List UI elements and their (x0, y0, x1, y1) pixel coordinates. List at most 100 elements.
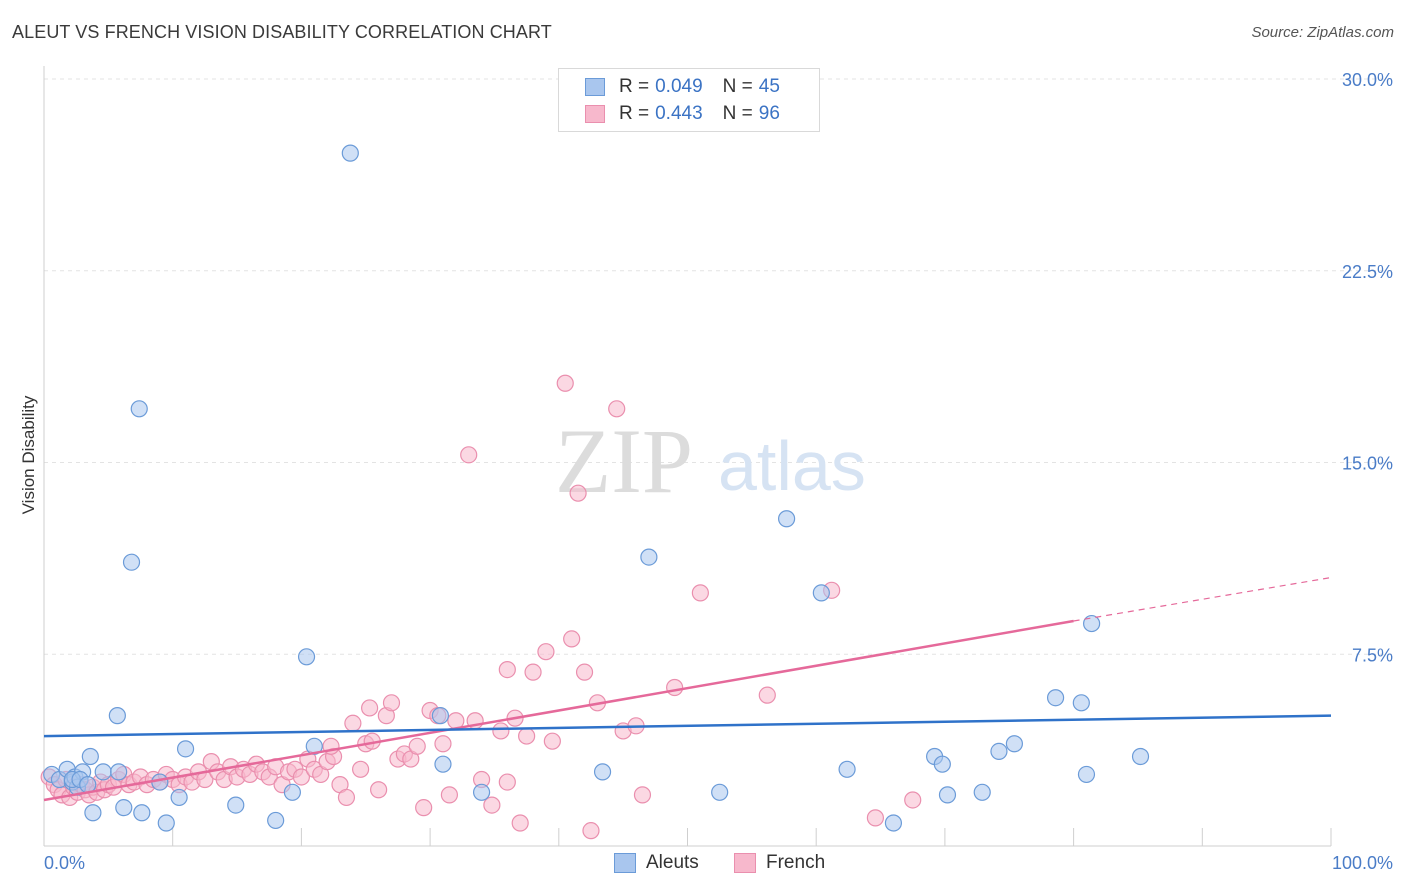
data-point-aleuts (1083, 614, 1101, 633)
legend: R = 0.049 N = 45 R = 0.443 N = 96 (558, 68, 820, 132)
data-point-french (866, 809, 885, 827)
bottom-legend-label-aleuts: Aleuts (646, 852, 699, 873)
data-point-french (691, 584, 709, 602)
data-point-french (556, 374, 574, 392)
data-point-aleuts (297, 648, 316, 666)
bottom-legend-aleuts: Aleuts (614, 852, 699, 874)
legend-r-value: 0.049 (655, 76, 703, 97)
data-point-french (361, 699, 379, 717)
axes (43, 66, 1332, 847)
data-point-aleuts (431, 707, 449, 725)
legend-swatch-french (585, 105, 605, 123)
data-point-french (483, 796, 501, 814)
watermark-atlas: atlas (718, 427, 866, 505)
data-point-aleuts (94, 763, 112, 781)
data-point-french (382, 694, 401, 712)
data-point-french (498, 660, 516, 679)
data-point-aleuts (711, 783, 729, 801)
data-point-aleuts (84, 804, 102, 822)
bottom-legend-swatch-french (734, 853, 756, 873)
data-point-french (337, 788, 356, 807)
legend-n-value: 45 (758, 76, 780, 97)
data-point-french (511, 814, 529, 832)
data-point-french (498, 773, 516, 791)
data-point-aleuts (640, 548, 658, 566)
trend-line-french (43, 619, 1074, 802)
data-point-french (582, 822, 600, 840)
data-point-aleuts (81, 747, 99, 766)
data-point-aleuts (157, 814, 175, 832)
legend-n-value: 96 (758, 103, 780, 124)
data-point-french (434, 735, 452, 753)
data-point-french (758, 686, 776, 704)
trend-line-french-extension (1073, 576, 1332, 622)
data-point-aleuts (176, 740, 195, 758)
series-aleuts-points (43, 144, 1150, 832)
x-tick-label: 100.0% (1332, 853, 1393, 873)
data-point-aleuts (973, 783, 991, 801)
data-point-aleuts (434, 755, 452, 773)
data-point-french (460, 446, 478, 464)
data-point-aleuts (115, 799, 133, 817)
data-point-aleuts (227, 796, 245, 814)
tick-labels: 7.5% 15.0% 22.5% 30.0% 0.0% 100.0% (44, 70, 1393, 873)
data-point-aleuts (838, 760, 856, 778)
data-point-aleuts (305, 737, 323, 755)
trend-line-aleuts (43, 714, 1332, 738)
chart-title: ALEUT VS FRENCH VISION DISABILITY CORREL… (12, 22, 552, 42)
data-point-french (370, 781, 388, 799)
data-point-aleuts (283, 783, 301, 801)
data-point-french (415, 799, 433, 817)
data-point-french (440, 786, 459, 804)
data-point-aleuts (938, 786, 957, 804)
y-tick-label: 15.0% (1342, 454, 1393, 474)
data-point-french (575, 663, 594, 681)
y-axis-label: Vision Disability (19, 395, 38, 514)
data-point-french (537, 643, 555, 661)
legend-n-label: N = (722, 103, 753, 124)
bottom-legend: Aleuts French (0, 852, 1406, 878)
data-point-aleuts (1005, 735, 1023, 753)
data-point-aleuts (990, 742, 1008, 761)
source-label: Source: ZipAtlas.com (1251, 24, 1394, 41)
data-point-french (666, 678, 684, 697)
data-point-aleuts (884, 814, 903, 832)
trend-lines (43, 576, 1332, 802)
y-tick-label: 7.5% (1352, 645, 1393, 665)
legend-swatch-aleuts (585, 78, 605, 96)
legend-row-french: R = 0.443 N = 96 (585, 102, 780, 126)
data-point-french (352, 760, 370, 778)
legend-r-label: R = (619, 76, 650, 97)
data-point-french (518, 727, 536, 745)
legend-r-value: 0.443 (655, 103, 703, 124)
x-tick-label: 0.0% (44, 853, 85, 873)
data-point-french (543, 732, 561, 750)
data-point-aleuts (593, 763, 612, 781)
data-point-aleuts (1072, 694, 1090, 712)
data-point-aleuts (108, 707, 126, 725)
data-point-aleuts (122, 553, 141, 571)
data-point-aleuts (777, 510, 796, 528)
data-point-aleuts (267, 811, 285, 830)
legend-r-label: R = (619, 103, 650, 124)
bottom-legend-french: French (734, 852, 825, 874)
data-point-french (563, 630, 581, 648)
data-point-aleuts (472, 783, 491, 801)
data-point-french (904, 791, 922, 809)
data-point-aleuts (1046, 689, 1065, 707)
y-tick-label: 30.0% (1342, 70, 1393, 90)
data-point-aleuts (110, 763, 128, 781)
data-point-aleuts (133, 804, 151, 822)
data-point-french (569, 484, 587, 502)
legend-n-label: N = (722, 76, 753, 97)
data-point-aleuts (933, 755, 951, 773)
data-point-french (408, 737, 426, 755)
data-point-aleuts (341, 144, 359, 162)
data-point-aleuts (812, 584, 830, 602)
data-point-french (292, 768, 310, 786)
data-point-french (492, 722, 510, 740)
data-point-aleuts (1131, 747, 1150, 766)
bottom-legend-swatch-aleuts (614, 853, 636, 873)
data-point-french (633, 786, 652, 804)
